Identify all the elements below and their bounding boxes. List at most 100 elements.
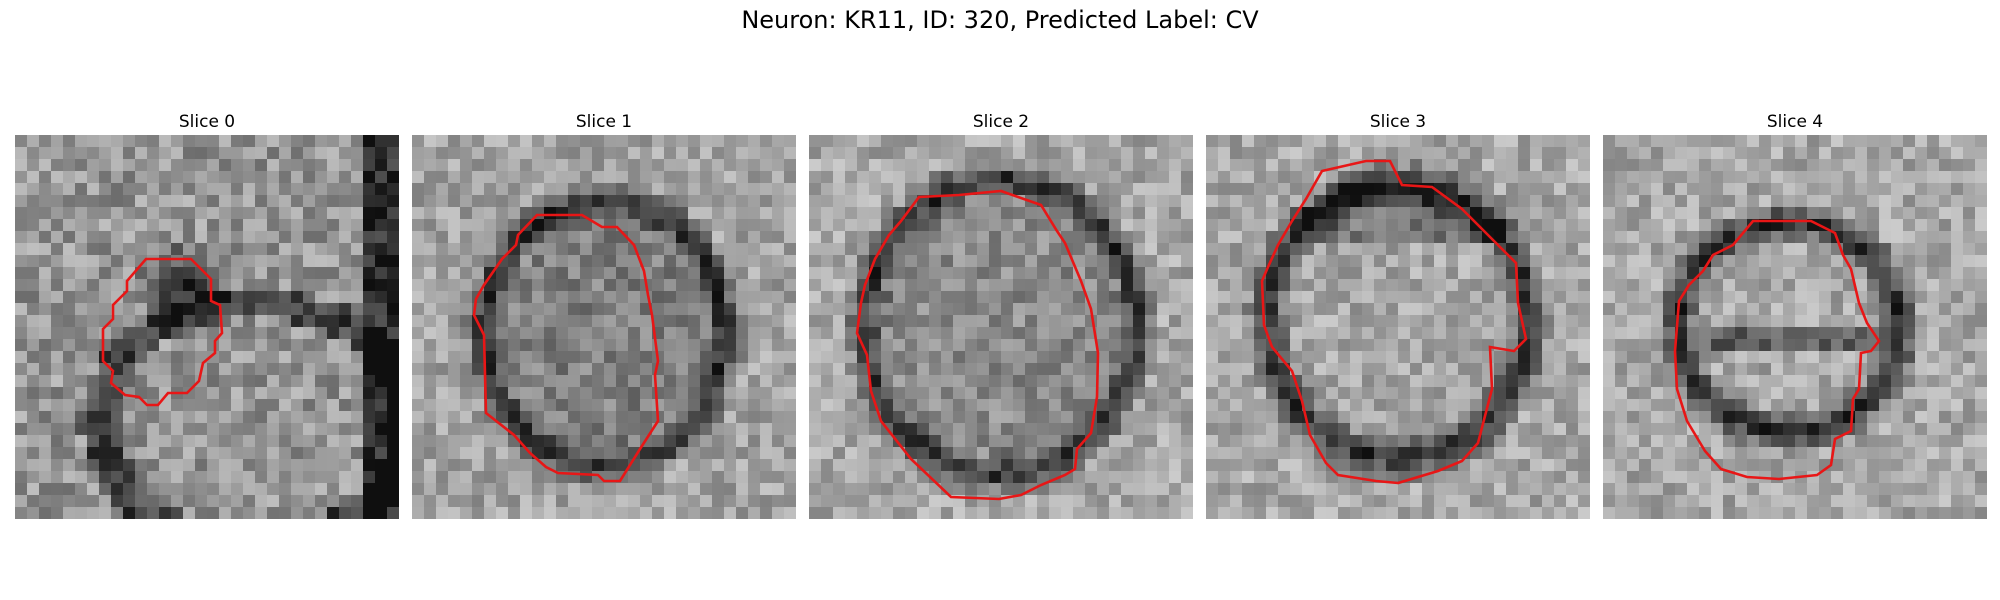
pixel-cell [1374, 435, 1387, 448]
pixel-cell [436, 399, 449, 412]
pixel-cell [339, 435, 352, 448]
pixel-cell [327, 315, 340, 328]
pixel-cell [1807, 267, 1820, 280]
pixel-cell [231, 471, 244, 484]
pixel-cell [1398, 399, 1411, 412]
pixel-cell [1181, 171, 1193, 184]
pixel-cell [424, 243, 437, 256]
pixel-cell [1542, 159, 1555, 172]
pixel-cell [1506, 483, 1519, 496]
pixel-cell [255, 219, 268, 232]
pixel-cell [159, 135, 172, 148]
pixel-cell [580, 267, 593, 280]
pixel-cell [1218, 435, 1231, 448]
pixel-cell [183, 351, 196, 364]
pixel-cell [881, 411, 894, 424]
pixel-cell [1951, 159, 1964, 172]
pixel-cell [1073, 399, 1086, 412]
pixel-cell [508, 291, 521, 304]
pixel-cell [821, 387, 834, 400]
pixel-cell [1831, 339, 1844, 352]
pixel-cell [1975, 351, 1987, 364]
pixel-cell [1699, 411, 1712, 424]
pixel-cell [207, 255, 220, 268]
pixel-cell [628, 303, 641, 316]
pixel-cell [111, 255, 124, 268]
pixel-cell [1434, 135, 1447, 148]
pixel-cell [1458, 147, 1471, 160]
pixel-cell [989, 399, 1002, 412]
pixel-cell [27, 363, 40, 376]
pixel-cell [1230, 147, 1243, 160]
pixel-cell [869, 195, 882, 208]
pixel-cell [1530, 135, 1543, 148]
pixel-cell [1819, 399, 1832, 412]
pixel-cell [568, 507, 581, 519]
pixel-cell [1410, 339, 1423, 352]
pixel-cell [1157, 411, 1170, 424]
pixel-cell [1470, 399, 1483, 412]
pixel-cell [243, 399, 256, 412]
pixel-cell [1133, 363, 1146, 376]
pixel-cell [712, 195, 725, 208]
pixel-cell [1206, 387, 1219, 400]
pixel-cell [1302, 279, 1315, 292]
pixel-cell [953, 327, 966, 340]
pixel-cell [1879, 171, 1892, 184]
pixel-cell [1530, 435, 1543, 448]
pixel-cell [1675, 207, 1688, 220]
pixel-cell [159, 495, 172, 508]
pixel-cell [1025, 255, 1038, 268]
pixel-cell [869, 495, 882, 508]
pixel-cell [339, 399, 352, 412]
pixel-cell [267, 471, 280, 484]
pixel-cell [724, 327, 737, 340]
pixel-cell [1615, 171, 1628, 184]
pixel-cell [1951, 207, 1964, 220]
pixel-cell [1723, 291, 1736, 304]
pixel-cell [87, 279, 100, 292]
pixel-cell [652, 459, 665, 472]
pixel-cell [1566, 495, 1579, 508]
pixel-cell [27, 243, 40, 256]
pixel-cell [1085, 135, 1098, 148]
pixel-cell [315, 447, 328, 460]
pixel-cell [1458, 387, 1471, 400]
pixel-cell [99, 207, 112, 220]
pixel-cell [724, 483, 737, 496]
pixel-cell [1013, 255, 1026, 268]
pixel-cell [87, 483, 100, 496]
pixel-cell [255, 291, 268, 304]
pixel-cell [327, 135, 340, 148]
pixel-cell [568, 243, 581, 256]
pixel-cell [520, 291, 533, 304]
pixel-cell [869, 363, 882, 376]
pixel-cell [845, 279, 858, 292]
pixel-cell [724, 267, 737, 280]
pixel-cell [207, 279, 220, 292]
pixel-cell [424, 267, 437, 280]
pixel-cell [351, 459, 364, 472]
pixel-cell [63, 207, 76, 220]
pixel-cell [243, 375, 256, 388]
pixel-cell [436, 507, 449, 519]
pixel-cell [39, 387, 52, 400]
pixel-cell [748, 183, 761, 196]
pixel-cell [688, 375, 701, 388]
pixel-cell [1891, 363, 1904, 376]
pixel-cell [195, 171, 208, 184]
pixel-cell [1350, 147, 1363, 160]
pixel-cell [592, 507, 605, 519]
pixel-cell [580, 423, 593, 436]
pixel-cell [351, 243, 364, 256]
pixel-cell [87, 423, 100, 436]
pixel-cell [1386, 351, 1399, 364]
pixel-cell [291, 231, 304, 244]
pixel-cell [1627, 447, 1640, 460]
pixel-cell [1542, 207, 1555, 220]
pixel-cell [375, 267, 388, 280]
pixel-cell [592, 399, 605, 412]
pixel-cell [1663, 195, 1676, 208]
pixel-cell [1169, 195, 1182, 208]
pixel-cell [1891, 243, 1904, 256]
